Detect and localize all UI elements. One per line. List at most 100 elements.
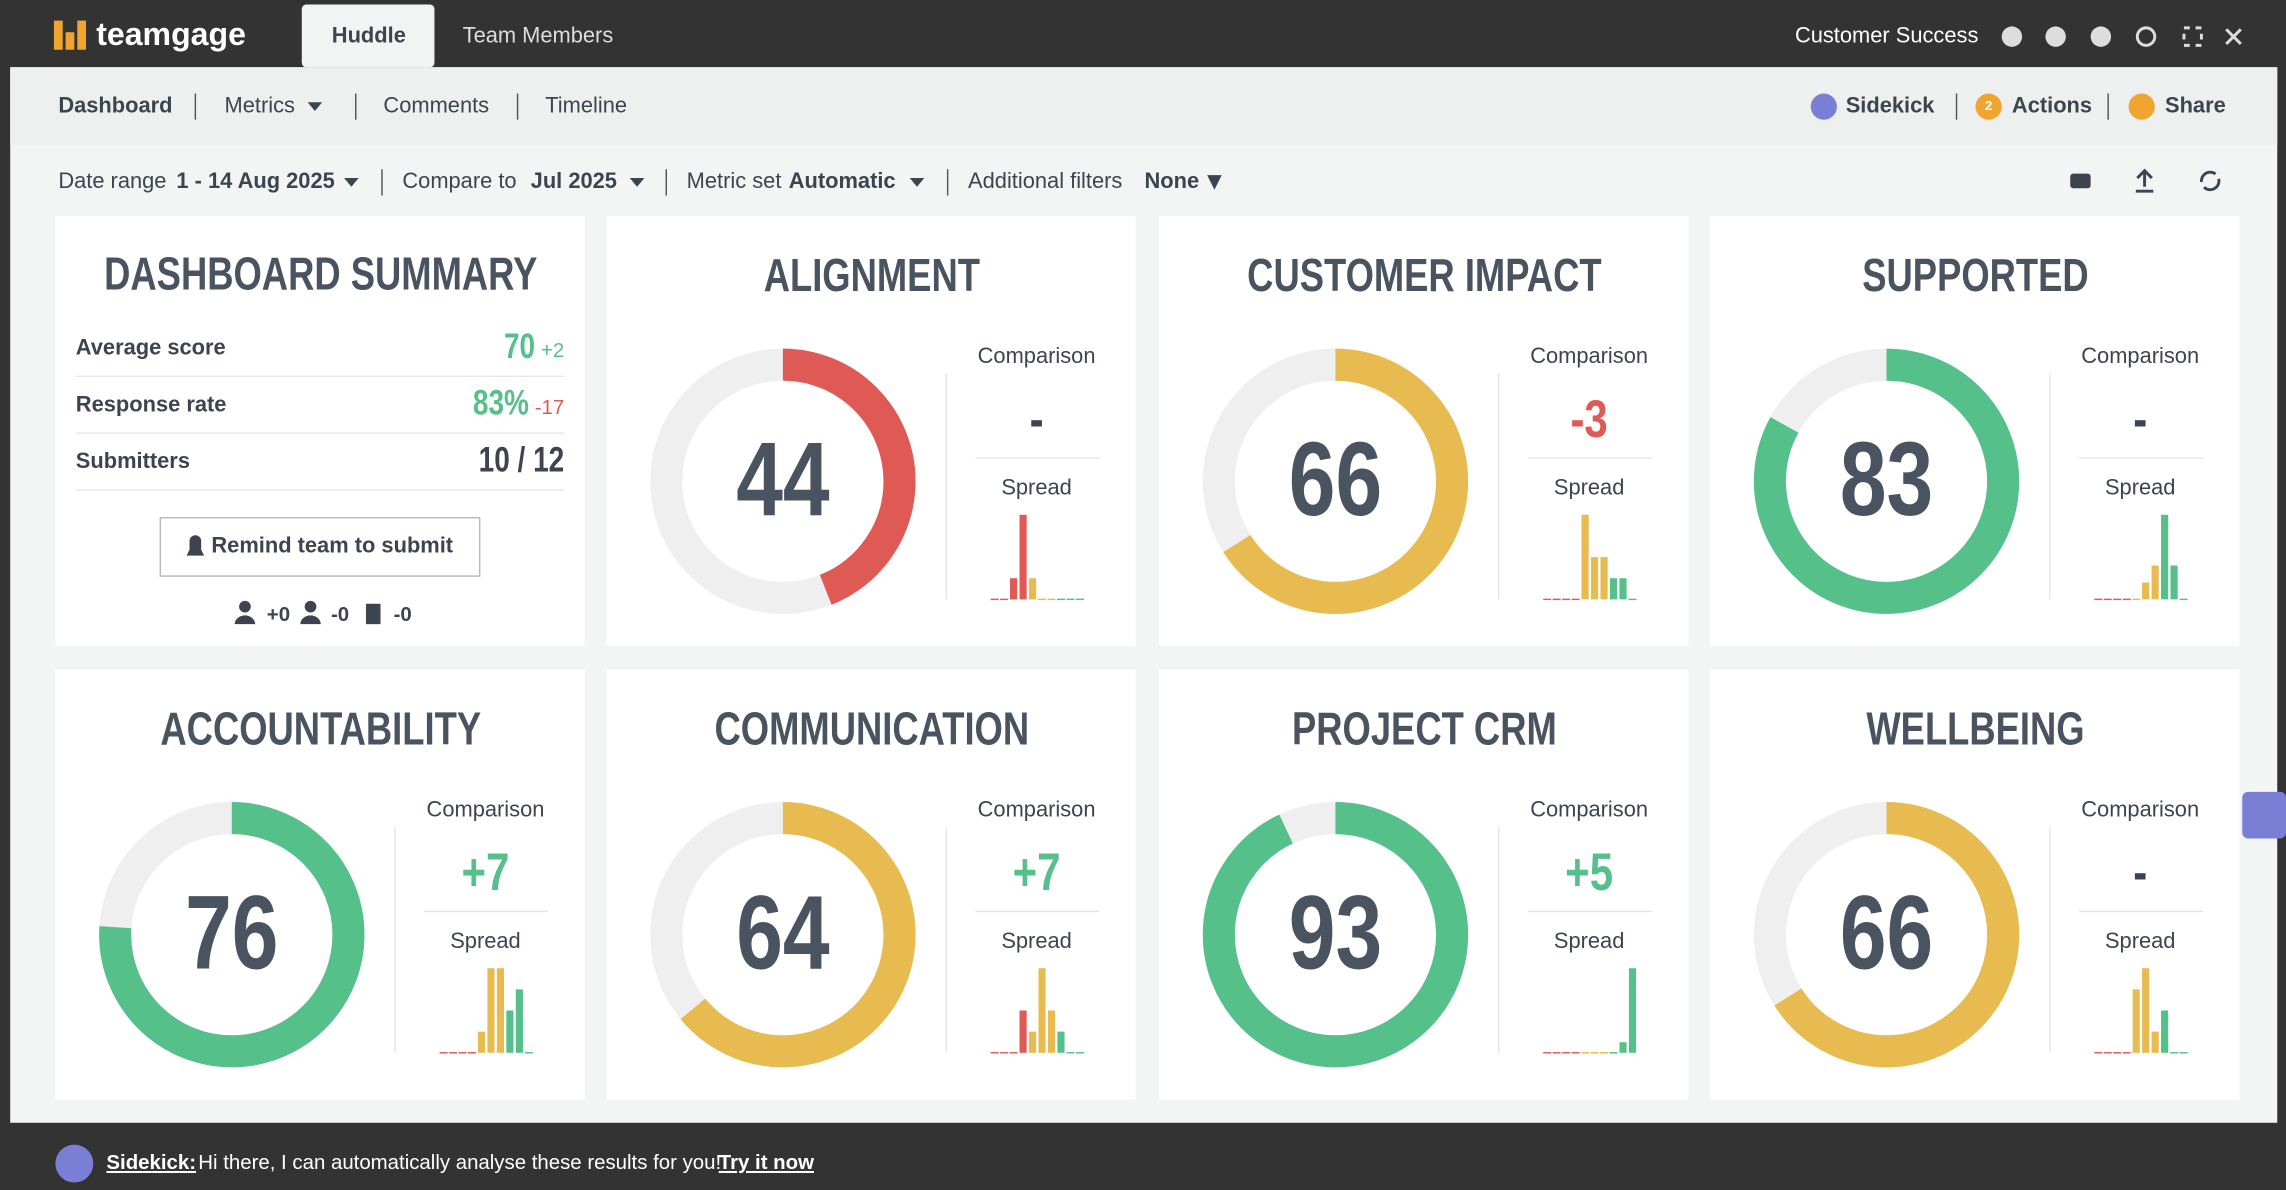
score-group: 83 [1840,421,1933,538]
card-title: SUPPORTED [1862,249,2088,301]
comparison-group: -3 [1570,390,1607,449]
score: 66 [1289,421,1382,538]
fullscreen-icon[interactable] [2182,26,2203,47]
nav-action[interactable]: Actions [2012,92,2092,117]
team-name[interactable]: Customer Success [1795,22,1979,47]
comparison-value: -3 [1570,390,1607,449]
spread-label: Spread [1554,474,1625,499]
comparison-value: +7 [1013,844,1061,903]
export-icon[interactable] [2135,168,2154,193]
print-icon[interactable] [2070,173,2091,189]
comparison-label: Comparison [427,797,545,822]
spread-label: Spread [2105,474,2176,499]
comparison-group: +5 [1565,844,1613,903]
spread-bar [1591,557,1599,600]
score: 93 [1289,874,1382,991]
nav-item[interactable]: Timeline [545,92,627,117]
comparison-value: +7 [462,844,510,903]
spread-bar [2142,582,2150,600]
comparison-group: +7 [462,844,510,903]
spread-bar [2151,565,2159,600]
nav-bar [10,67,2278,145]
spread-bar [1019,514,1027,600]
comparison-group: - [2133,844,2147,903]
comparison-label: Comparison [978,343,1096,368]
score: 64 [736,874,830,991]
summary-value-group: 10 / 12 [479,440,565,480]
summary-value-group: 83% [473,383,529,423]
spread-label: Spread [1554,928,1625,953]
score-group: 66 [1289,421,1382,538]
close-icon[interactable] [2225,28,2242,45]
bell-icon [186,535,205,556]
donut-arc [1202,802,1469,1068]
spread-bar [1019,1010,1027,1053]
spread-bar [2170,565,2178,600]
score-group: 66 [1840,874,1933,991]
filter-icon [1207,175,1222,190]
tab[interactable]: Huddle [332,22,406,47]
spread-bar [1619,1042,1627,1053]
filter-value[interactable]: None [1144,168,1199,193]
comparison-label: Comparison [2081,343,2199,368]
filter-value[interactable]: Automatic [789,168,896,193]
score-group: 76 [185,874,278,991]
spread-bar [1028,1031,1037,1053]
active-tab[interactable] [301,4,435,68]
filter-value[interactable]: 1 - 14 Aug 2025 [176,168,334,193]
comparison-label: Comparison [2081,797,2199,822]
nav-item[interactable]: Dashboard [58,92,172,117]
summary-dividers [75,375,565,491]
header-icons [2001,26,2242,47]
link-icon[interactable] [2135,26,2157,47]
button-label[interactable]: Remind team to submit [211,533,453,558]
filter-value[interactable]: Jul 2025 [531,168,617,193]
spread-bar [1628,968,1637,1053]
footer-name[interactable]: Sidekick: [106,1152,196,1174]
comparison-value: - [1030,390,1044,449]
score: 44 [736,421,830,538]
actions-badge: 2 [1985,98,1992,113]
comparison-label: Comparison [978,797,1096,822]
nav-action[interactable]: Sidekick [1846,92,1936,117]
card-title: DASHBOARD SUMMARY [104,247,537,299]
logo: teamgage [96,16,246,52]
refresh-icon[interactable] [2199,170,2221,192]
count-icons [234,600,381,625]
play-icon[interactable] [2001,26,2023,47]
card-title-group: PROJECT CRM [1292,702,1557,754]
spread-bar [487,968,495,1053]
nav-action[interactable]: Share [2165,92,2226,117]
remind-button[interactable] [159,517,481,577]
score-group: 93 [1289,874,1382,991]
card-title-group: WELLBEING [1866,702,2084,754]
summary-label: Average score [76,334,226,359]
spread-bar [1619,578,1627,600]
spread-bar [515,989,523,1053]
card-title-group: COMMUNICATION [715,702,1030,754]
card-title-group: CUSTOMER IMPACT [1247,249,1602,301]
card-title: WELLBEING [1866,702,2084,754]
tab[interactable]: Team Members [463,22,614,47]
sidekick-icon [55,1144,94,1183]
nav-item[interactable]: Metrics [225,92,296,117]
spread-bar [2142,968,2150,1053]
filter-label: Compare to [402,168,516,193]
score: 76 [185,874,278,991]
footer-link[interactable]: Try it now [719,1152,814,1174]
chat-icon[interactable] [2045,26,2066,47]
spread-label: Spread [1001,474,1071,499]
spread-bar [1038,968,1046,1053]
summary-label: Response rate [76,391,227,416]
nav-item[interactable]: Comments [383,92,489,117]
submitter-count: -0 [331,604,349,626]
score-group: 44 [736,421,830,538]
spread-bar [1581,514,1589,600]
logo-icon [53,20,87,50]
sidekick-tab[interactable] [2242,791,2286,839]
donut-arc [1753,348,2020,614]
help-icon[interactable] [2090,26,2112,47]
caret [344,178,359,187]
